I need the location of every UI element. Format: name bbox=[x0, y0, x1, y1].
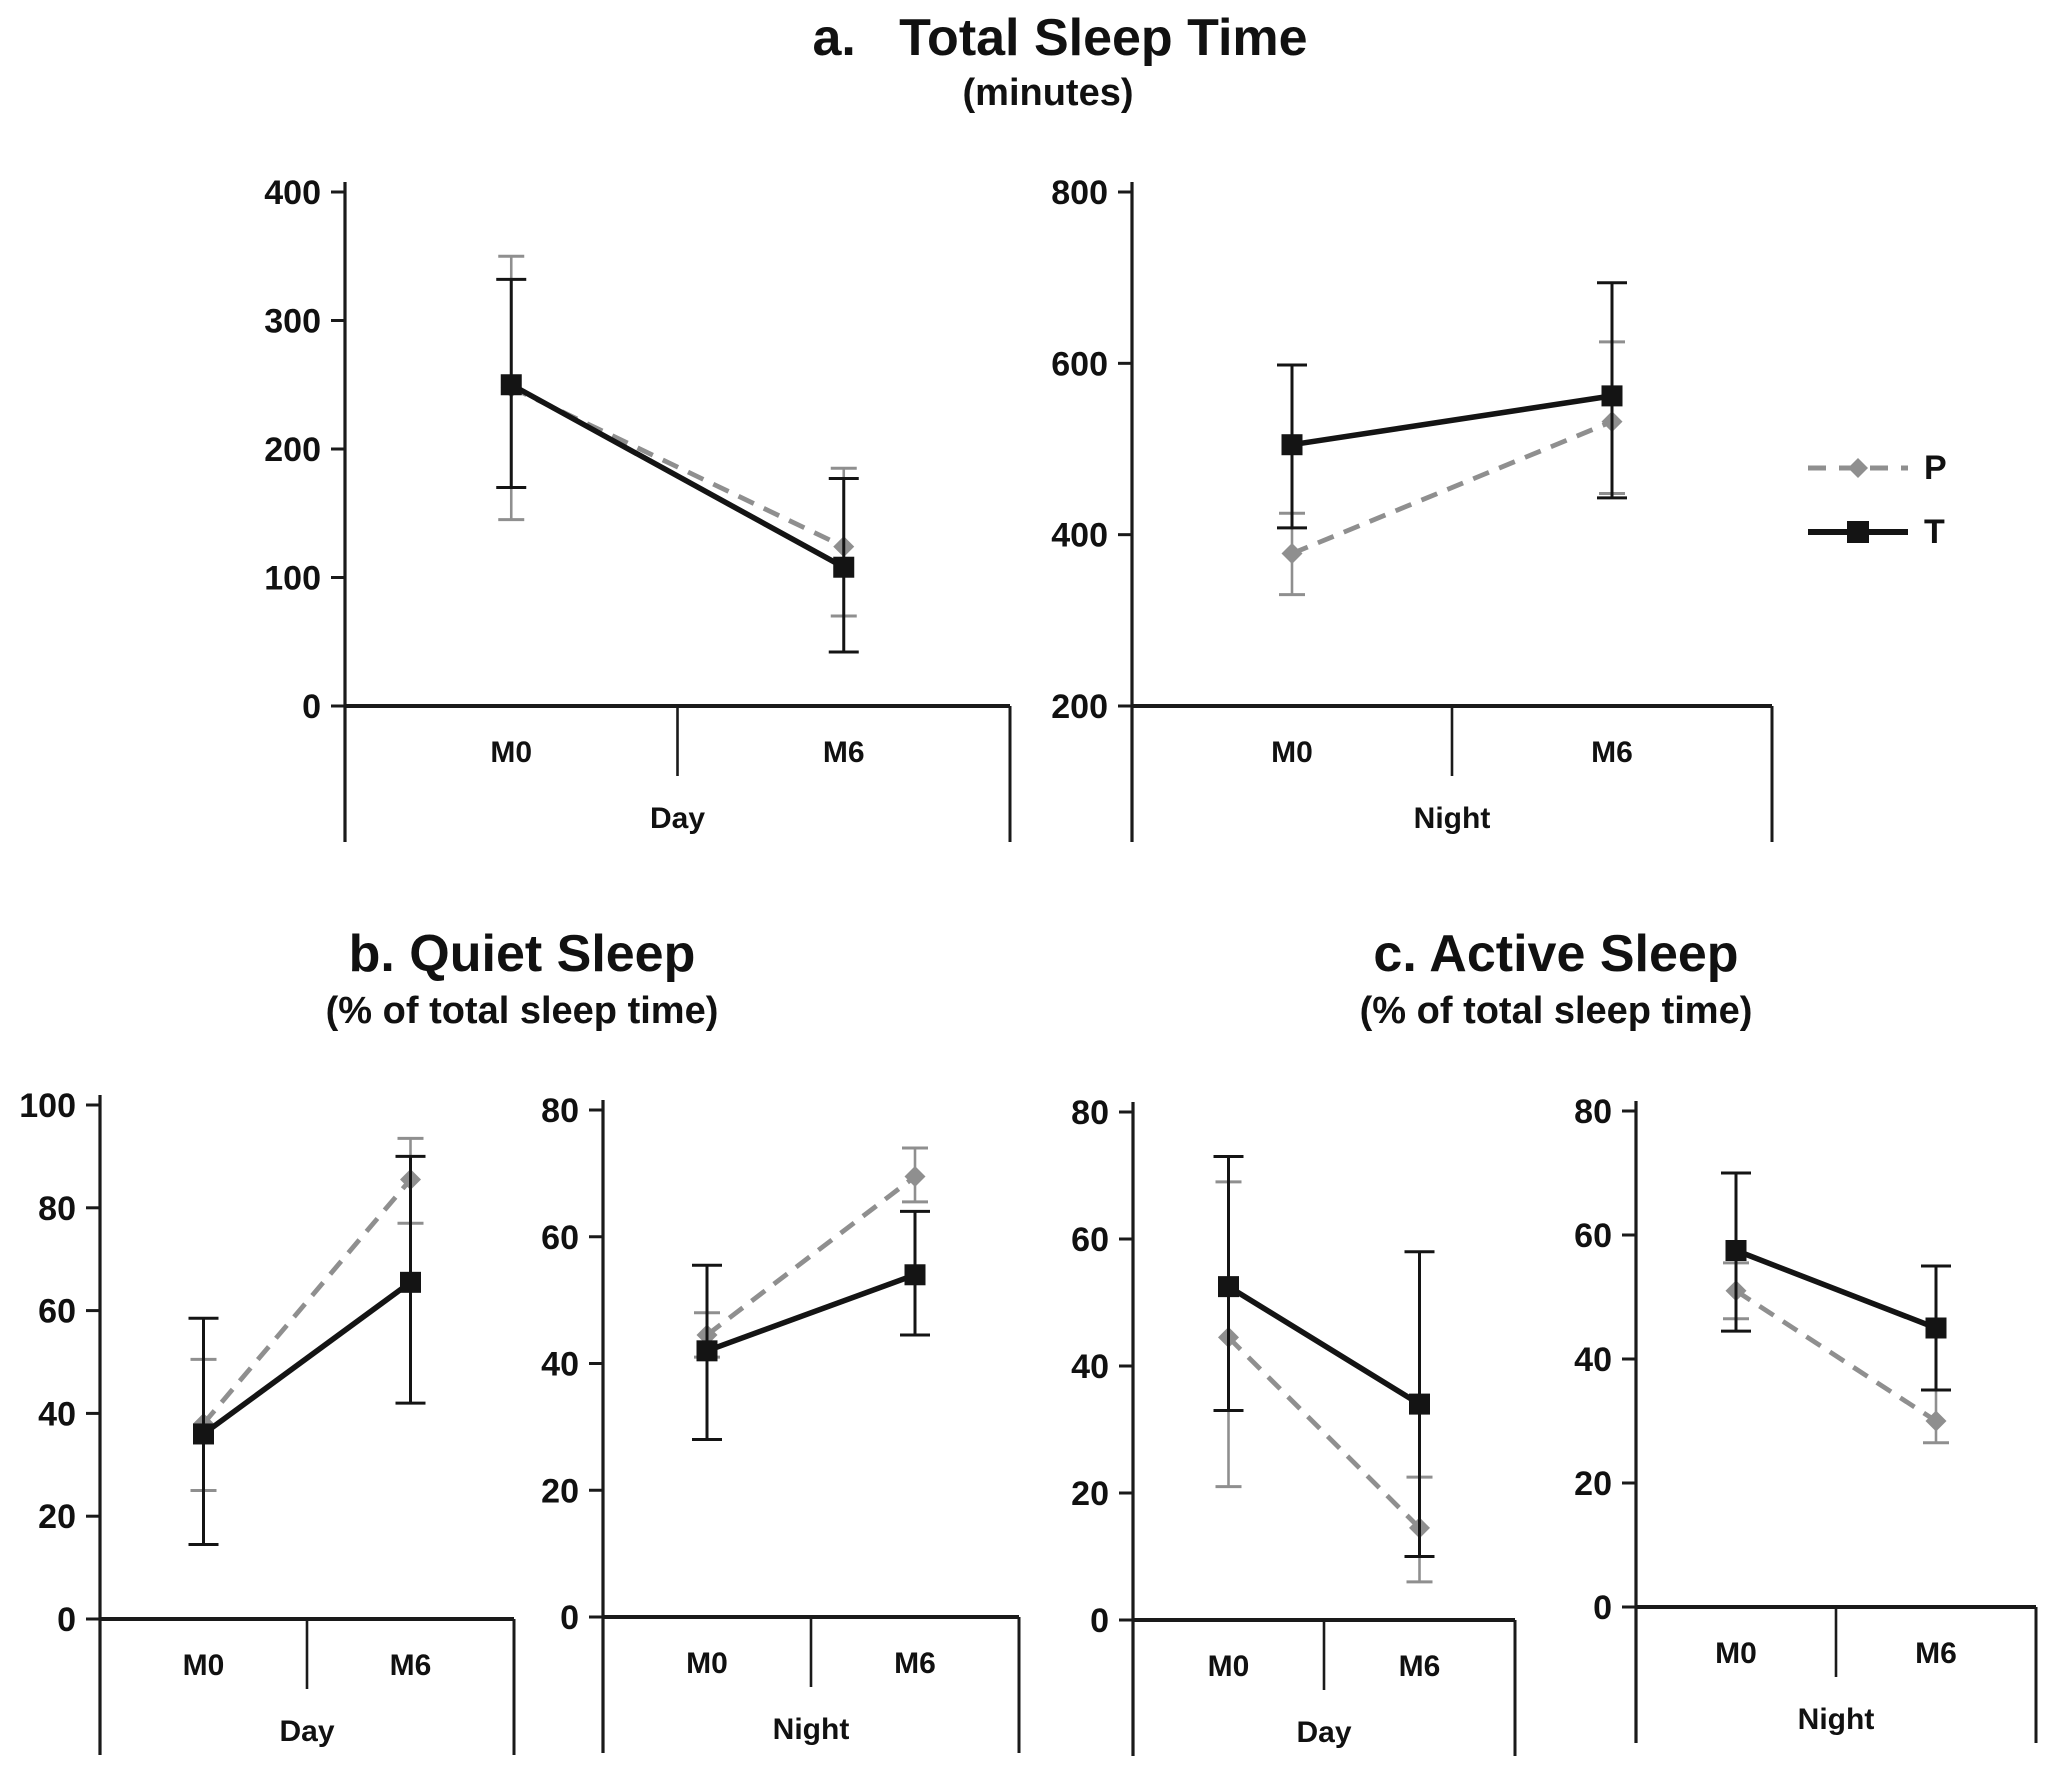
series-T-line bbox=[1291, 393, 1613, 448]
legend-label-t: T bbox=[1924, 512, 1945, 551]
y-tick-label: 800 bbox=[1051, 174, 1108, 212]
subplot-a-day: 0 100 200 300 400 M0 M6 Day bbox=[264, 174, 1012, 842]
y-tick-label: 0 bbox=[57, 1601, 76, 1639]
y-tick-label: 80 bbox=[541, 1092, 579, 1130]
series-T-marker-square bbox=[1409, 1393, 1430, 1415]
series-T-marker-square bbox=[696, 1340, 718, 1362]
y-tick-label: 20 bbox=[541, 1472, 579, 1510]
y-tick-label: 0 bbox=[1593, 1589, 1612, 1627]
category-label: M6 bbox=[1915, 1637, 1957, 1670]
group-label: Day bbox=[1296, 1716, 1351, 1749]
series-T-line bbox=[706, 1272, 916, 1354]
y-tick-label: 300 bbox=[264, 303, 321, 341]
y-tick-label: 0 bbox=[560, 1599, 579, 1637]
series-T-line bbox=[509, 382, 846, 570]
series-P-marker-diamond bbox=[904, 1166, 926, 1188]
series-T-marker-square bbox=[1218, 1276, 1239, 1298]
group-label: Day bbox=[279, 1715, 334, 1748]
y-tick-label: 100 bbox=[19, 1087, 76, 1125]
y-tick-label: 0 bbox=[1090, 1602, 1109, 1640]
y-tick-label: 40 bbox=[1071, 1348, 1109, 1386]
y-tick-label: 400 bbox=[264, 174, 321, 212]
panel-b-subtitle: (% of total sleep time) bbox=[325, 990, 719, 1032]
series-T-marker-square bbox=[904, 1264, 926, 1286]
series-P-line bbox=[201, 1177, 413, 1426]
series-T-marker-square bbox=[1725, 1240, 1747, 1261]
y-tick-label: 400 bbox=[1051, 517, 1108, 555]
series-T-marker-square bbox=[1601, 385, 1623, 407]
series-P-line bbox=[1291, 419, 1613, 556]
panel-a-title: a. Total Sleep Time bbox=[812, 9, 1308, 67]
legend-item-t: T bbox=[1806, 512, 1947, 552]
category-label: M0 bbox=[1271, 736, 1313, 769]
y-tick-label: 200 bbox=[264, 431, 321, 469]
series-T-marker-square bbox=[400, 1271, 421, 1293]
y-tick-label: 20 bbox=[1071, 1475, 1109, 1513]
y-tick-label: 40 bbox=[1574, 1341, 1612, 1379]
y-tick-label: 20 bbox=[1574, 1465, 1612, 1503]
subplot-c-day: 0 20 40 60 80 M0 M6 Day bbox=[1071, 1094, 1517, 1756]
subplot-a-night: 200 400 600 800 M0 M6 Night bbox=[1051, 174, 1774, 842]
legend: P T bbox=[1806, 448, 1947, 576]
y-tick-label: 20 bbox=[38, 1498, 76, 1536]
category-label: M6 bbox=[1591, 736, 1633, 769]
category-label: M0 bbox=[1715, 1637, 1757, 1670]
series-T-marker-square bbox=[193, 1423, 214, 1445]
y-tick-label: 60 bbox=[541, 1219, 579, 1257]
series-P-line bbox=[1734, 1288, 1938, 1424]
y-tick-label: 40 bbox=[541, 1346, 579, 1384]
y-tick-label: 80 bbox=[38, 1190, 76, 1228]
legend-item-p: P bbox=[1806, 448, 1947, 488]
legend-label-p: P bbox=[1924, 448, 1947, 487]
series-P-line bbox=[705, 1174, 917, 1337]
y-tick-label: 80 bbox=[1574, 1093, 1612, 1131]
series-T-marker-square bbox=[833, 556, 855, 578]
y-tick-label: 200 bbox=[1051, 688, 1108, 726]
subplot-b-day: 0 20 40 60 80 100 M0 M6 Day bbox=[19, 1087, 516, 1755]
series-T-marker-square bbox=[1281, 434, 1303, 456]
y-tick-label: 60 bbox=[38, 1293, 76, 1331]
y-tick-label: 60 bbox=[1574, 1217, 1612, 1255]
category-label: M6 bbox=[390, 1649, 432, 1682]
subplot-b-night: 0 20 40 60 80 M0 M6 Night bbox=[541, 1092, 1021, 1753]
panel-c-title: c. Active Sleep bbox=[1373, 925, 1739, 983]
category-label: M6 bbox=[823, 736, 865, 769]
group-label: Day bbox=[650, 802, 705, 835]
category-label: M6 bbox=[1399, 1650, 1441, 1683]
panel-c-subtitle: (% of total sleep time) bbox=[1359, 990, 1753, 1032]
category-label: M0 bbox=[490, 736, 532, 769]
series-T-marker-square bbox=[1925, 1317, 1947, 1339]
group-label: Night bbox=[773, 1713, 850, 1746]
t-series-swatch-icon bbox=[1808, 521, 1908, 543]
series-T-line bbox=[1227, 1284, 1421, 1407]
p-series-swatch-icon bbox=[1808, 458, 1908, 478]
category-label: M0 bbox=[183, 1649, 225, 1682]
series-P-marker-diamond bbox=[1925, 1410, 1947, 1432]
panel-b-title: b. Quiet Sleep bbox=[348, 925, 696, 983]
y-tick-label: 100 bbox=[264, 560, 321, 598]
group-label: Night bbox=[1798, 1703, 1875, 1736]
y-tick-label: 80 bbox=[1071, 1094, 1109, 1132]
series-T-line bbox=[201, 1280, 413, 1437]
y-tick-label: 600 bbox=[1051, 345, 1108, 383]
group-label: Night bbox=[1414, 802, 1491, 835]
subplot-c-night: 0 20 40 60 80 M0 M6 Night bbox=[1574, 1093, 2038, 1743]
series-P-line bbox=[1226, 1335, 1422, 1530]
category-label: M6 bbox=[894, 1647, 936, 1680]
y-tick-label: 40 bbox=[38, 1395, 76, 1433]
y-tick-label: 60 bbox=[1071, 1221, 1109, 1259]
series-T-marker-square bbox=[500, 374, 522, 396]
series-P-marker-diamond bbox=[1281, 543, 1303, 565]
category-label: M0 bbox=[1208, 1650, 1250, 1683]
y-tick-label: 0 bbox=[302, 688, 321, 726]
series-T-line bbox=[1735, 1247, 1937, 1331]
category-label: M0 bbox=[686, 1647, 728, 1680]
panel-a-subtitle: (minutes) bbox=[962, 72, 1134, 114]
